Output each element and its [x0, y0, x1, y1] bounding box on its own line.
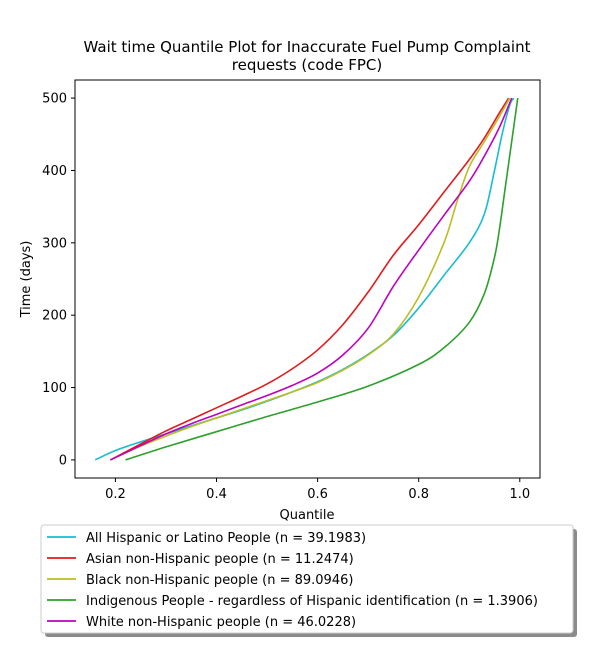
x-tick-label: 0.6 [307, 487, 328, 502]
legend-label-3: Black non-Hispanic people (n = 89.0946) [86, 573, 353, 588]
x-tick-label: 0.8 [408, 487, 429, 502]
series-line-3 [110, 97, 511, 461]
legend-box [40, 524, 574, 634]
legend-label-2: Asian non-Hispanic people (n = 11.2474) [86, 552, 354, 567]
series-lines [94, 97, 519, 461]
x-tick-label: 0.4 [206, 487, 227, 502]
x-axis-ticks: 0.2 0.4 0.6 0.8 1.0 [105, 478, 530, 502]
x-tick-label: 0.2 [105, 487, 126, 502]
series-line-5 [110, 97, 513, 461]
series-line-4 [125, 97, 519, 461]
chart-title-line2: requests (code FPC) [232, 56, 382, 74]
y-axis-ticks: 0 100 200 300 400 500 [42, 92, 75, 468]
y-tick-label: 500 [42, 92, 67, 107]
y-tick-label: 100 [42, 381, 67, 396]
x-axis-label: Quantile [280, 508, 335, 523]
plot-area [75, 80, 540, 478]
legend-label-5: White non-Hispanic people (n = 46.0228) [86, 615, 356, 630]
legend-label-1: All Hispanic or Latino People (n = 39.19… [86, 531, 366, 546]
chart-title-line1: Wait time Quantile Plot for Inaccurate F… [84, 38, 531, 56]
legend-label-4: Indigenous People - regardless of Hispan… [86, 594, 538, 609]
y-tick-label: 200 [42, 309, 67, 324]
legend: All Hispanic or Latino People (n = 39.19… [40, 524, 577, 637]
y-tick-label: 0 [59, 453, 67, 468]
x-tick-label: 1.0 [509, 487, 530, 502]
series-line-2 [110, 97, 510, 461]
y-tick-label: 300 [42, 236, 67, 251]
y-tick-label: 400 [42, 164, 67, 179]
legend-entries: All Hispanic or Latino People (n = 39.19… [47, 531, 538, 630]
y-axis-label: Time (days) [19, 241, 34, 319]
plot-frame [74, 79, 541, 479]
